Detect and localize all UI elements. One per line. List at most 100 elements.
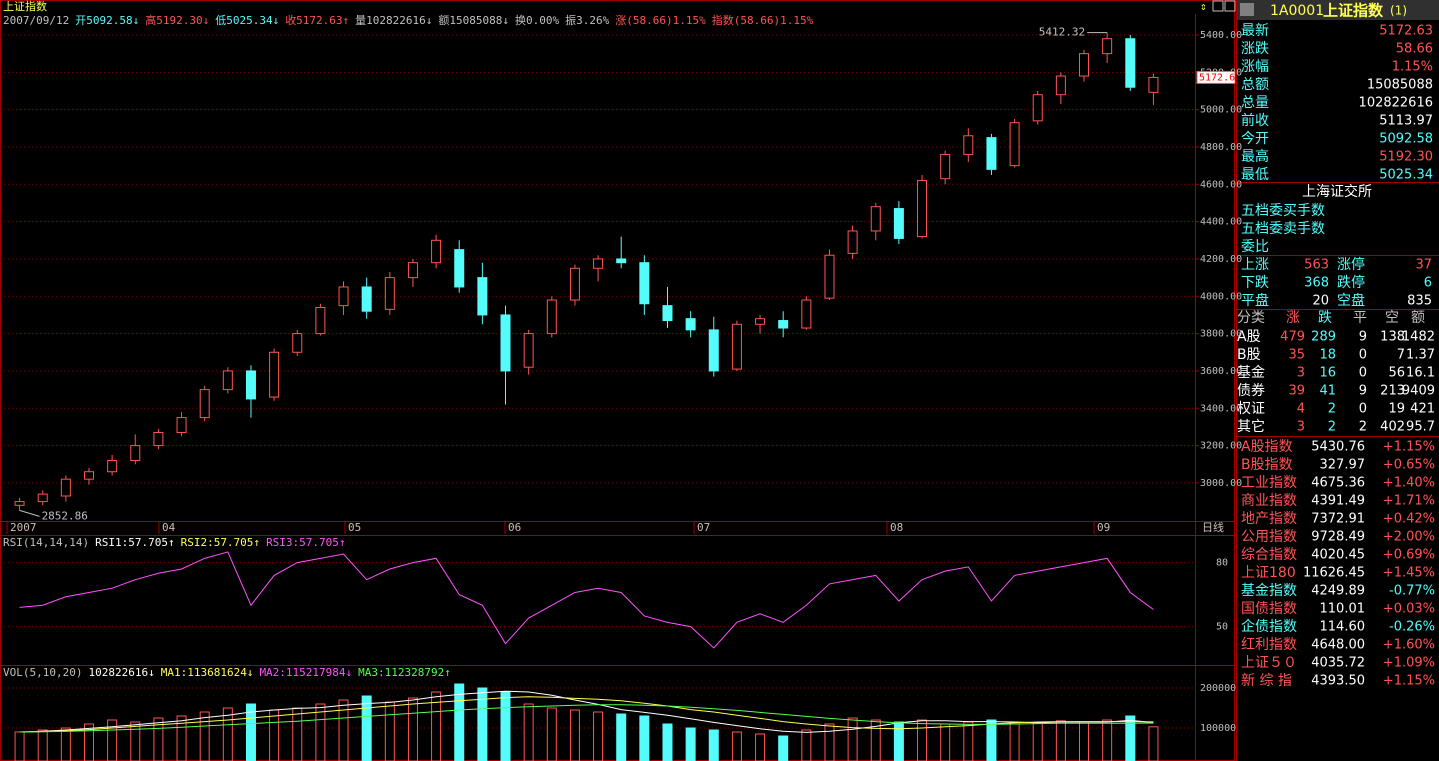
ma-line	[19, 704, 1154, 733]
index-name: 红利指数	[1241, 637, 1297, 653]
candle-body	[338, 286, 349, 307]
quote-value: 15085088	[1367, 78, 1433, 93]
index-name: 综合指数	[1241, 547, 1297, 563]
candle-body	[1032, 94, 1043, 122]
x-tick-label: 2007	[10, 521, 37, 534]
y-tick-label: 3200.00	[1200, 441, 1242, 452]
candle-body	[801, 299, 812, 329]
candle-body	[60, 478, 71, 497]
x-tick-label: 06	[508, 521, 521, 534]
info-item: 量102822616↓	[355, 14, 432, 27]
toolbar-icon[interactable]: ⇕	[1200, 0, 1207, 13]
quote-label: 最高	[1241, 148, 1269, 165]
volume-bar	[847, 717, 858, 761]
x-tick-label: 05	[348, 521, 361, 534]
window-title: 上证指数	[3, 0, 47, 13]
candle-body	[523, 333, 534, 368]
category-cell: 56	[1388, 366, 1405, 381]
index-change: +2.00%	[1383, 530, 1435, 545]
quote-label: 总量	[1241, 95, 1269, 111]
volume-bar	[1079, 721, 1090, 761]
volume-bar	[546, 707, 557, 761]
index-change: +1.15%	[1383, 440, 1435, 455]
candle-body	[1148, 76, 1159, 93]
candle-body	[245, 370, 256, 400]
category-header: 涨	[1286, 310, 1300, 326]
category-cell: 9409	[1402, 384, 1435, 399]
category-cell: 289	[1311, 330, 1336, 345]
candle-body	[37, 493, 48, 503]
category-header: 跌	[1318, 310, 1332, 326]
last-price-box	[1196, 70, 1236, 84]
index-name: 国债指数	[1241, 601, 1297, 617]
period-label: 日线	[1202, 520, 1224, 534]
index-change: +1.45%	[1383, 566, 1435, 581]
category-cell: 19	[1388, 402, 1405, 417]
candle-body	[685, 318, 696, 331]
volume-bar	[1009, 723, 1020, 761]
category-cell: 其它	[1237, 418, 1265, 435]
y-tick-label: 4400.00	[1200, 217, 1242, 228]
category-cell: 2	[1328, 402, 1336, 417]
volume-bar	[986, 719, 997, 761]
toolbar-button[interactable]	[1212, 0, 1224, 12]
category-cell: 138	[1380, 330, 1405, 345]
stock-code: 1A0001	[1270, 3, 1324, 19]
ma-line	[19, 696, 1154, 733]
volume-bar	[37, 729, 48, 761]
index-change: +0.03%	[1383, 602, 1435, 617]
volume-bar	[963, 721, 974, 761]
category-cell: 基金	[1237, 364, 1265, 381]
candle-body	[199, 389, 210, 419]
quote-value: 5092.58	[1379, 132, 1433, 147]
candle-body	[616, 258, 627, 264]
index-name: 商业指数	[1241, 493, 1297, 509]
volume-bar	[292, 707, 303, 761]
volume-bar	[1125, 715, 1136, 761]
high-label: 5412.32	[1039, 26, 1085, 39]
volume-bar	[1032, 722, 1043, 761]
index-name: 企债指数	[1241, 618, 1297, 635]
volume-bar	[1148, 726, 1159, 761]
index-name: 新 综 指	[1241, 673, 1292, 689]
y-tick-label: 4200.00	[1200, 254, 1242, 265]
last-price-label: 5172.6	[1199, 72, 1235, 83]
panel-header: 102822616↓	[88, 666, 154, 679]
info-item: 高5192.30↓	[145, 13, 209, 27]
index-value: 4648.00	[1311, 638, 1365, 653]
volume-bar	[60, 727, 71, 761]
category-cell: 0	[1359, 348, 1367, 363]
category-header: 平	[1353, 310, 1367, 326]
breadth-value: 563	[1304, 258, 1329, 273]
volume-bar	[176, 715, 187, 761]
category-cell: 3	[1297, 366, 1305, 381]
breadth-value: 6	[1424, 276, 1432, 291]
index-value: 4675.36	[1311, 476, 1365, 491]
index-change: +1.15%	[1383, 674, 1435, 689]
candle-body	[176, 417, 187, 434]
candle-body	[454, 249, 465, 288]
panel-header: RSI(14,14,14)	[3, 536, 89, 549]
breadth-label: 下跌	[1241, 275, 1269, 291]
category-cell: 7	[1397, 348, 1405, 363]
category-cell: 3	[1297, 420, 1305, 435]
candle-body	[847, 230, 858, 254]
index-name: 工业指数	[1241, 475, 1297, 491]
category-cell: 9	[1359, 384, 1367, 399]
volume-bar	[199, 711, 210, 761]
volume-bar	[685, 727, 696, 761]
quote-label: 最新	[1241, 23, 1269, 39]
volume-bar	[130, 721, 141, 761]
category-header: 额	[1411, 310, 1425, 326]
volume-bar	[407, 697, 418, 761]
volume-bar	[639, 715, 650, 761]
index-name: 基金指数	[1241, 582, 1297, 599]
toolbar-button[interactable]	[1224, 0, 1236, 12]
candle-body	[1009, 122, 1020, 167]
quote-label: 今开	[1241, 131, 1269, 147]
index-name: 公用指数	[1241, 529, 1297, 545]
info-item: 振3.26%	[565, 13, 609, 27]
panel-header: RSI1:57.705↑	[95, 536, 174, 549]
candle-body	[569, 267, 580, 301]
